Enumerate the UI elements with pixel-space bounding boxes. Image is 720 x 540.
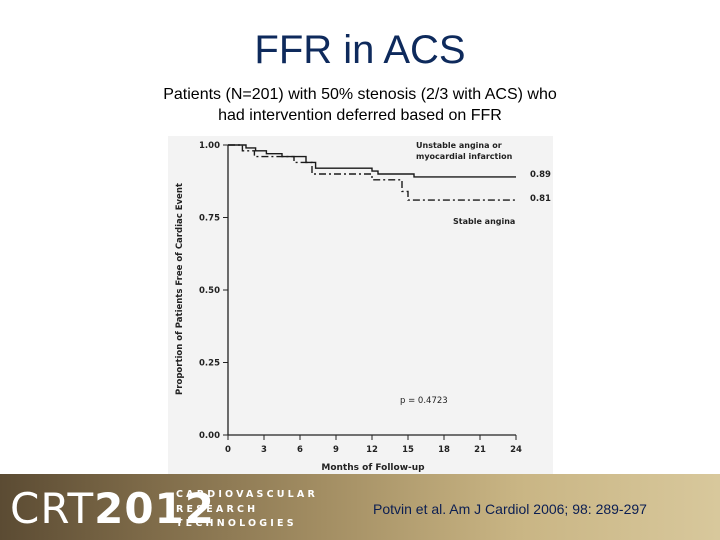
x-tick-label: 9 — [333, 445, 339, 455]
x-tick-label: 21 — [474, 445, 486, 455]
subtitle-line-1: Patients (N=201) with 50% stenosis (2/3 … — [163, 86, 557, 103]
y-tick-label: 0.75 — [199, 214, 220, 224]
end-label-unstable: 0.89 — [530, 170, 551, 180]
y-tick-label: 1.00 — [199, 141, 220, 151]
legend-unstable-line1: Unstable angina or — [416, 141, 502, 150]
crt-logo: CRT2012 — [10, 488, 215, 530]
chart-ticks: 0 3 6 9 12 15 18 21 24 0.00 0.25 0.50 0.75 1.00 — [199, 141, 522, 455]
logo-tagline: CARDIOVASCULAR RESEARCH TECHNOLOGIES — [176, 488, 318, 532]
kaplan-meier-chart: 0 3 6 9 12 15 18 21 24 0.00 0.25 0.50 0.75 1.00 Propo… — [168, 136, 553, 478]
x-tick-label: 18 — [438, 445, 450, 455]
p-value-annotation: p = 0.4723 — [400, 396, 448, 406]
logo-year-text: 2012 — [94, 484, 216, 533]
y-tick-label: 0.25 — [199, 359, 220, 369]
logo-crt-text: CRT — [10, 484, 95, 533]
subtitle-line-2: had intervention deferred based on FFR — [218, 107, 502, 124]
x-tick-label: 3 — [261, 445, 267, 455]
logo-line-3: TECHNOLOGIES — [176, 518, 297, 529]
x-tick-label: 12 — [366, 445, 378, 455]
end-label-stable: 0.81 — [530, 194, 551, 204]
logo-line-1: CARDIOVASCULAR — [176, 489, 318, 500]
slide-title: FFR in ACS — [254, 28, 466, 72]
chart-series — [228, 144, 516, 201]
y-axis-label: Proportion of Patients Free of Cardiac E… — [175, 183, 185, 395]
y-tick-label: 0.50 — [199, 286, 220, 296]
x-tick-label: 6 — [297, 445, 303, 455]
citation: Potvin et al. Am J Cardiol 2006; 98: 289… — [373, 501, 647, 517]
x-tick-label: 15 — [402, 445, 414, 455]
legend-unstable-line2: myocardial infarction — [416, 152, 513, 161]
logo-line-2: RESEARCH — [176, 503, 259, 515]
slide-subtitle: Patients (N=201) with 50% stenosis (2/3 … — [140, 84, 580, 126]
chart-axes — [227, 145, 516, 436]
footer-banner: CRT2012 CARDIOVASCULAR RESEARCH TECHNOLO… — [0, 474, 720, 540]
series-line-unstable-angina — [228, 144, 516, 178]
x-axis-label: Months of Follow-up — [321, 463, 425, 473]
series-line-stable-angina — [228, 144, 516, 201]
y-tick-label: 0.00 — [199, 431, 220, 441]
x-tick-label: 24 — [510, 445, 522, 455]
x-tick-label: 0 — [225, 445, 231, 455]
legend-stable: Stable angina — [453, 217, 515, 226]
